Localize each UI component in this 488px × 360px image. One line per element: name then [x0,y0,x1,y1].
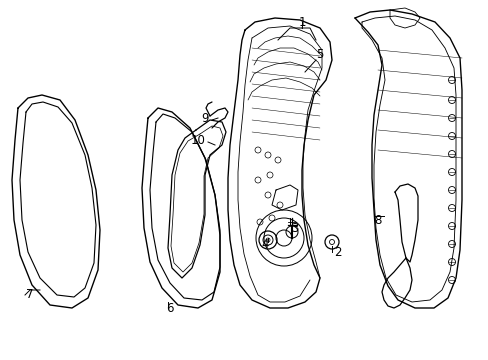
Text: 6: 6 [166,302,173,315]
Text: 3: 3 [291,221,298,234]
Text: 4: 4 [261,239,268,252]
Text: 2: 2 [334,246,341,258]
Text: 10: 10 [190,134,205,147]
Text: 5: 5 [316,48,323,60]
Text: 1: 1 [298,15,305,28]
Text: 8: 8 [373,213,381,226]
Text: 7: 7 [26,288,34,302]
Text: 9: 9 [201,112,208,125]
